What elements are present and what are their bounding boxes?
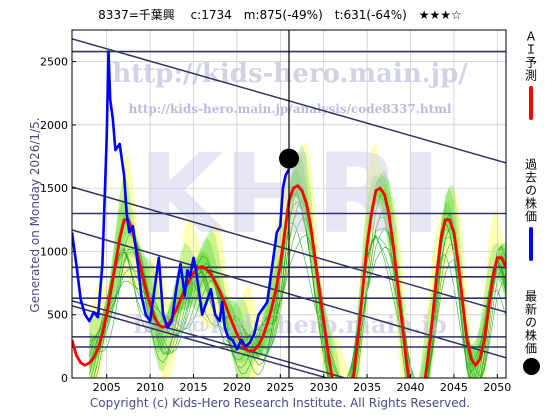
copyright: Copyright (c) Kids-Hero Research Institu…: [89, 396, 471, 410]
plot-frame: [71, 29, 507, 379]
series-line-past-price: [72, 50, 291, 351]
y-tick-label: 2500: [40, 56, 68, 69]
x-tick-label: 2025: [266, 381, 294, 394]
y-tick-label: 1000: [40, 245, 68, 258]
legend-latest-dot-icon: [522, 358, 540, 375]
y-tick-label: 1500: [40, 182, 68, 195]
x-tick-label: 2040: [397, 381, 425, 394]
x-tick-label: 2015: [180, 381, 208, 394]
watermark-url: http://kids-hero.main.jp/: [112, 59, 468, 89]
legend-latest-label: 最新の株価: [523, 290, 538, 355]
chart-title: 8337=千葉興 c:1734 m:875(-49%) t:631(-64%) …: [98, 8, 462, 22]
y-axis-ticks: 0 500 1000 1500 2000 2500: [40, 56, 76, 385]
x-tick-label: 2010: [136, 381, 164, 394]
watermark-url-analysis: http://kids-hero.main.jp/analysis/code83…: [129, 102, 452, 116]
latest-price-dot: [279, 148, 299, 169]
legend-past-price: 過去の株価: [520, 158, 542, 261]
generated-date: Generated on Monday 2026/1/5.: [28, 117, 42, 313]
x-tick-label: 2030: [310, 381, 338, 394]
legend-latest-price: 最新の株価: [520, 290, 542, 375]
x-tick-label: 2045: [440, 381, 468, 394]
y-tick-label: 2000: [40, 119, 68, 132]
y-tick-label: 500: [47, 309, 68, 322]
x-tick-label: 2005: [93, 381, 121, 394]
legend-ai-label: ＡＩ予測: [523, 30, 538, 82]
x-axis-ticks: 2005 2010 2015 2020 2025 2030 2035 2040 2045 2050: [93, 374, 511, 394]
x-tick-label: 2035: [353, 381, 381, 394]
legend-ai-line: [529, 86, 533, 120]
legend-past-label: 過去の株価: [523, 158, 538, 223]
x-tick-label: 2050: [483, 381, 511, 394]
y-tick-label: 0: [61, 372, 68, 385]
legend-ai-prediction: ＡＩ予測: [520, 30, 542, 120]
legend-past-line: [529, 227, 533, 261]
current-marker: [279, 30, 299, 378]
x-tick-label: 2020: [223, 381, 251, 394]
